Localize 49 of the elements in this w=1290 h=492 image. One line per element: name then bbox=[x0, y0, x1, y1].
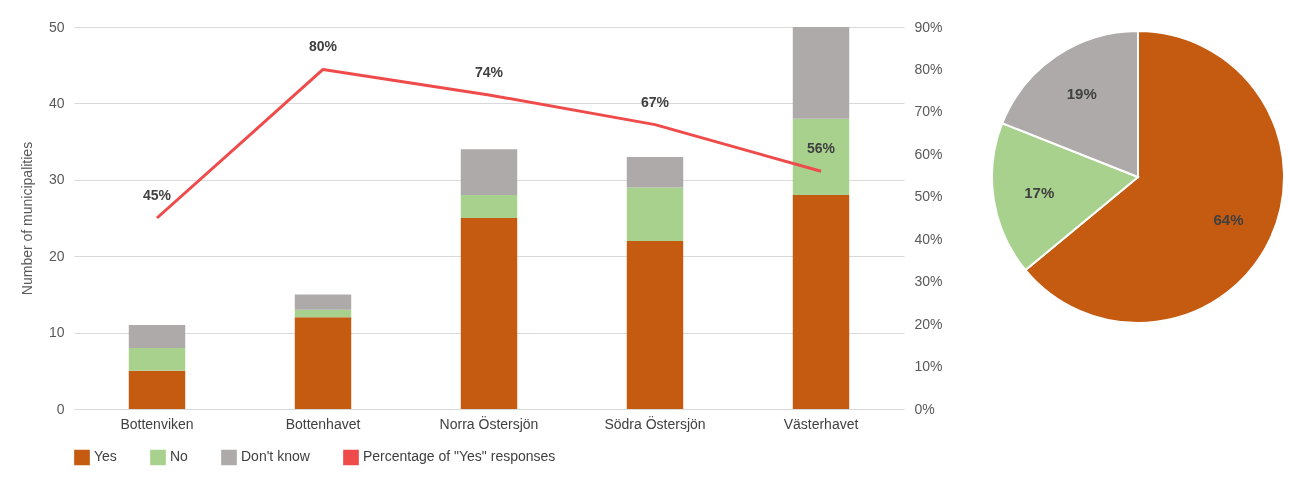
bar bbox=[294, 309, 352, 318]
y2-tick-label: 10% bbox=[914, 358, 943, 375]
bar bbox=[128, 370, 186, 409]
data-label: 64% bbox=[1213, 210, 1244, 228]
data-label: 80% bbox=[308, 38, 338, 55]
y-axis-title: Number of municipalities bbox=[18, 141, 35, 296]
y2-tick-label: 80% bbox=[914, 60, 943, 77]
y2-tick-label: 60% bbox=[914, 145, 943, 162]
y2-tick-label: 0% bbox=[914, 400, 935, 417]
bar bbox=[626, 187, 684, 241]
y2-tick-label: 90% bbox=[914, 18, 943, 35]
data-label: 67% bbox=[640, 93, 670, 110]
x-tick-label: Norra Östersjön bbox=[439, 414, 539, 432]
y2-tick-label: 30% bbox=[914, 273, 943, 290]
y-tick-label: 40 bbox=[48, 94, 65, 111]
bar bbox=[128, 324, 186, 348]
data-label: 45% bbox=[142, 187, 172, 203]
bar bbox=[128, 347, 186, 371]
bar bbox=[792, 27, 850, 119]
legend-label: Don't know bbox=[241, 448, 311, 465]
x-tick-label: Södra Östersjön bbox=[604, 414, 706, 432]
legend-label: Percentage of "Yes" responses bbox=[363, 448, 556, 465]
data-label: 17% bbox=[1024, 183, 1055, 201]
data-label: 19% bbox=[1066, 85, 1097, 103]
bar bbox=[792, 195, 850, 409]
x-tick-label: Bottenhavet bbox=[285, 415, 361, 432]
bar bbox=[626, 240, 684, 409]
legend-label: No bbox=[170, 448, 189, 465]
y-tick-label: 30 bbox=[48, 171, 65, 188]
bar bbox=[294, 317, 352, 409]
y-tick-label: 20 bbox=[48, 247, 65, 264]
bar bbox=[460, 195, 518, 218]
x-tick-label: Bottenviken bbox=[120, 415, 194, 432]
bar bbox=[626, 156, 684, 188]
data-label: 56% bbox=[806, 140, 836, 157]
x-tick-label: Västerhavet bbox=[783, 415, 859, 432]
y2-tick-label: 20% bbox=[914, 315, 943, 332]
y2-tick-label: 50% bbox=[914, 188, 943, 205]
y2-tick-label: 40% bbox=[914, 230, 943, 247]
y-tick-label: 50 bbox=[48, 18, 65, 35]
y-tick-label: 10 bbox=[48, 324, 65, 341]
bar bbox=[294, 294, 352, 310]
legend-label: Yes bbox=[94, 448, 117, 465]
bar bbox=[460, 218, 518, 409]
y2-tick-label: 70% bbox=[914, 103, 943, 120]
bar bbox=[792, 118, 850, 196]
data-label: 74% bbox=[474, 63, 504, 80]
y-tick-label: 0 bbox=[56, 400, 65, 417]
bar bbox=[460, 149, 518, 196]
